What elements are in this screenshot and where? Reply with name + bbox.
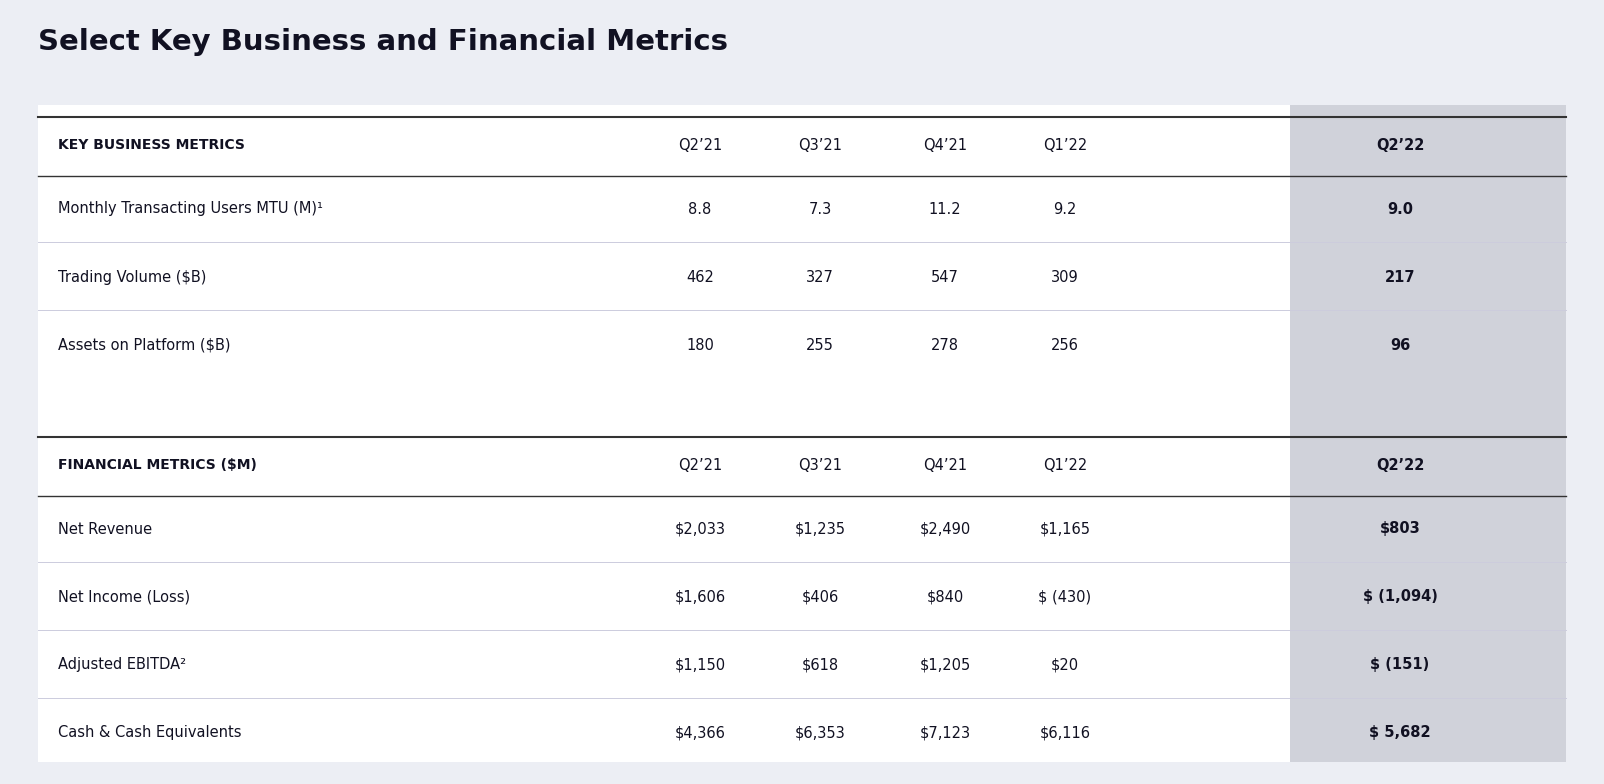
- Text: 7.3: 7.3: [808, 201, 831, 216]
- Text: 9.2: 9.2: [1054, 201, 1076, 216]
- Text: $7,123: $7,123: [919, 725, 970, 741]
- Text: Q2’21: Q2’21: [678, 137, 722, 153]
- Text: Q2’21: Q2’21: [678, 458, 722, 473]
- Text: Assets on Platform ($B): Assets on Platform ($B): [58, 337, 231, 353]
- Text: 96: 96: [1391, 337, 1410, 353]
- Text: $4,366: $4,366: [675, 725, 725, 741]
- Text: $1,235: $1,235: [794, 521, 845, 536]
- Text: 462: 462: [687, 270, 714, 285]
- Text: 309: 309: [1051, 270, 1079, 285]
- Text: $ 5,682: $ 5,682: [1370, 725, 1431, 741]
- Text: KEY BUSINESS METRICS: KEY BUSINESS METRICS: [58, 138, 245, 152]
- Text: 11.2: 11.2: [929, 201, 961, 216]
- Text: 547: 547: [930, 270, 959, 285]
- Text: Monthly Transacting Users MTU (M)¹: Monthly Transacting Users MTU (M)¹: [58, 201, 322, 216]
- Text: Q2’22: Q2’22: [1376, 137, 1424, 153]
- Text: Trading Volume ($B): Trading Volume ($B): [58, 270, 207, 285]
- Text: 256: 256: [1051, 337, 1079, 353]
- Text: FINANCIAL METRICS ($M): FINANCIAL METRICS ($M): [58, 458, 257, 472]
- Text: $20: $20: [1051, 658, 1079, 673]
- Text: 278: 278: [930, 337, 959, 353]
- Text: 180: 180: [687, 337, 714, 353]
- Text: Q4’21: Q4’21: [922, 137, 967, 153]
- Text: $840: $840: [927, 590, 964, 604]
- Text: Adjusted EBITDA²: Adjusted EBITDA²: [58, 658, 186, 673]
- Text: $6,116: $6,116: [1039, 725, 1091, 741]
- Text: Q4’21: Q4’21: [922, 458, 967, 473]
- Text: 327: 327: [807, 270, 834, 285]
- Text: Net Revenue: Net Revenue: [58, 521, 152, 536]
- Text: $ (151): $ (151): [1370, 658, 1429, 673]
- Text: $ (1,094): $ (1,094): [1362, 590, 1437, 604]
- Text: $2,033: $2,033: [675, 521, 725, 536]
- Text: $ (430): $ (430): [1038, 590, 1092, 604]
- Text: 9.0: 9.0: [1387, 201, 1413, 216]
- Text: $803: $803: [1379, 521, 1421, 536]
- Text: Q1’22: Q1’22: [1043, 458, 1088, 473]
- Text: $1,165: $1,165: [1039, 521, 1091, 536]
- Text: $1,150: $1,150: [674, 658, 725, 673]
- Text: 8.8: 8.8: [688, 201, 712, 216]
- Text: $618: $618: [802, 658, 839, 673]
- Text: Cash & Cash Equivalents: Cash & Cash Equivalents: [58, 725, 242, 741]
- Text: $406: $406: [802, 590, 839, 604]
- Text: $2,490: $2,490: [919, 521, 970, 536]
- Text: Q3’21: Q3’21: [799, 458, 842, 473]
- Text: Q1’22: Q1’22: [1043, 137, 1088, 153]
- Text: $6,353: $6,353: [794, 725, 845, 741]
- Text: $1,606: $1,606: [674, 590, 725, 604]
- Text: 217: 217: [1384, 270, 1415, 285]
- Text: Q3’21: Q3’21: [799, 137, 842, 153]
- Text: Q2’22: Q2’22: [1376, 458, 1424, 473]
- Text: $1,205: $1,205: [919, 658, 970, 673]
- Text: Select Key Business and Financial Metrics: Select Key Business and Financial Metric…: [38, 28, 728, 56]
- Text: Net Income (Loss): Net Income (Loss): [58, 590, 191, 604]
- Text: 255: 255: [807, 337, 834, 353]
